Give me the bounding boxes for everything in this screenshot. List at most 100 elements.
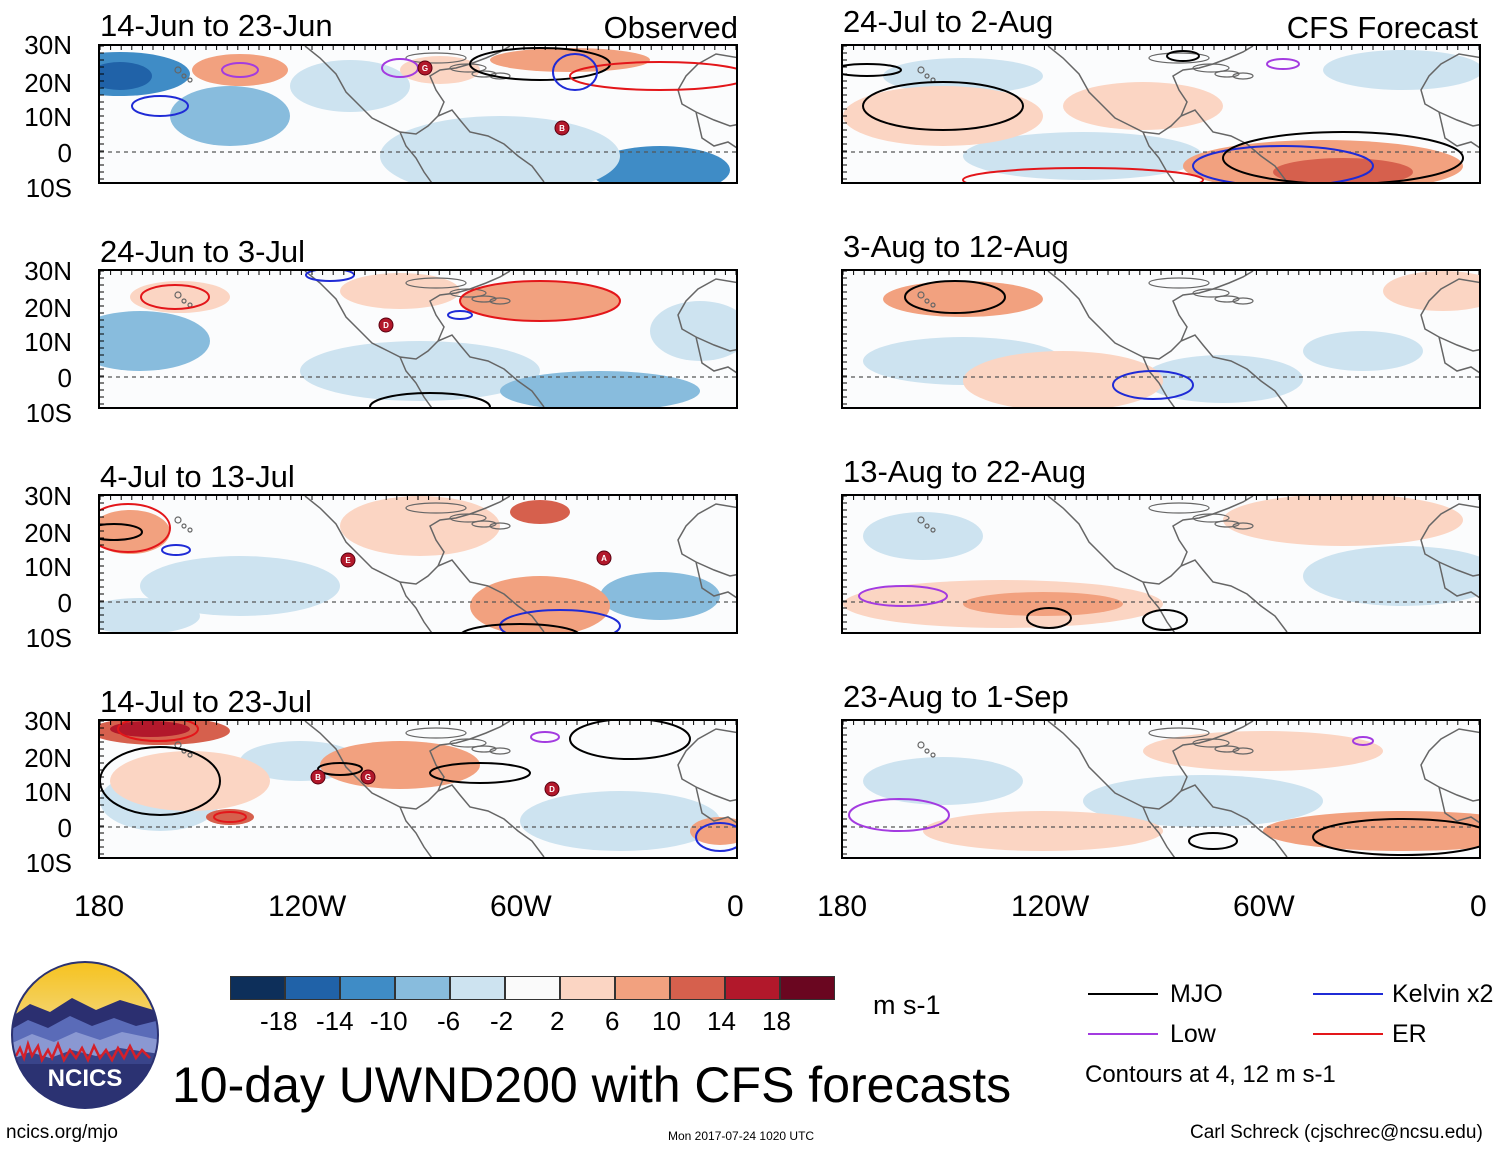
island [930, 752, 936, 758]
observed-label: Observed [603, 10, 738, 45]
colorbar-swatch [615, 976, 670, 1000]
island [917, 741, 925, 749]
island [405, 52, 467, 64]
colorbar-swatch [670, 976, 725, 1000]
lon-label: 120W [268, 890, 347, 923]
island [917, 291, 925, 299]
contour-line [1188, 832, 1238, 850]
lon-label: 60W [1233, 890, 1295, 923]
contour-line [1352, 736, 1374, 746]
colorbar-label: -6 [437, 1006, 461, 1036]
island [924, 523, 930, 529]
lat-label: 10N [24, 777, 72, 807]
island [187, 752, 193, 758]
contour-line [858, 585, 948, 607]
coastline [304, 496, 545, 632]
panel-title-fc-4: 23-Aug to 1-Sep [843, 679, 1069, 714]
island [405, 502, 467, 514]
storm-marker-icon: G [417, 60, 433, 76]
map-field: B G D [100, 721, 736, 857]
lat-label: 30N [24, 706, 72, 736]
lat-label: 0 [57, 363, 72, 393]
panel-title-obs-2: 24-Jun to 3-Jul [100, 234, 306, 269]
contour-line [499, 609, 621, 632]
lat-label: 10N [24, 552, 72, 582]
lon-label: 60W [490, 890, 552, 923]
colorbar-swatch [285, 976, 340, 1000]
contour-line [569, 61, 736, 91]
island [924, 748, 930, 754]
lon-label: 180 [817, 890, 868, 923]
panel-title-obs-1: 14-Jun to 23-Jun [100, 8, 333, 43]
footer-timestamp: Mon 2017-07-24 1020 UTC [668, 1129, 815, 1143]
contour-line [695, 822, 736, 852]
colorbar-swatch [505, 976, 560, 1000]
colorbar-swatch [780, 976, 835, 1000]
legend-line-mjo [1088, 993, 1158, 995]
map-panel-obs-4: B G D [98, 719, 738, 859]
storm-marker-icon: A [596, 550, 612, 566]
panel-title-obs-3: 4-Jul to 13-Jul [100, 459, 295, 494]
coastline-africa [677, 278, 736, 374]
contour-line [862, 81, 1024, 131]
colorbar-label: -10 [370, 1006, 408, 1036]
legend-label-er: ER [1392, 1020, 1427, 1048]
map-field: D [100, 271, 736, 407]
coastline [1047, 721, 1288, 857]
island [1214, 520, 1240, 528]
colorbar-label: -14 [316, 1006, 354, 1036]
contour-line [962, 167, 1204, 182]
map-field: GB [100, 46, 736, 182]
island [1232, 747, 1254, 755]
island [489, 297, 511, 305]
contour-line [552, 53, 598, 91]
coastline [304, 46, 545, 182]
map-panel-fc-2 [841, 269, 1481, 409]
colorbar-swatch [450, 976, 505, 1000]
coastline [1047, 271, 1288, 407]
contour-line [530, 731, 560, 743]
coastline [1047, 496, 1288, 632]
legend-line-kelvin [1313, 993, 1383, 995]
svg-text:D: D [383, 321, 389, 330]
svg-text:A: A [601, 554, 607, 563]
lat-label: 20N [24, 68, 72, 98]
island [449, 288, 487, 298]
colorbar-label: 6 [605, 1006, 620, 1036]
island [489, 747, 511, 755]
panel-title-fc-1: 24-Jul to 2-Aug [843, 4, 1054, 39]
footer-url[interactable]: ncics.org/mjo [6, 1122, 118, 1143]
contour-line [848, 798, 950, 832]
island [174, 66, 182, 74]
island [917, 66, 925, 74]
contour-line [131, 95, 189, 117]
contour-line [100, 746, 221, 816]
map-field [843, 46, 1479, 182]
contour-line [369, 392, 491, 407]
colorbar-swatch [230, 976, 285, 1000]
svg-text:B: B [315, 773, 321, 782]
map-panel-fc-4 [841, 719, 1481, 859]
island [1214, 295, 1240, 303]
contour-line [161, 544, 191, 556]
island [181, 298, 187, 304]
lon-label: 180 [74, 890, 125, 923]
island [924, 298, 930, 304]
island [1232, 297, 1254, 305]
map-field [843, 721, 1479, 857]
contour-line [1192, 145, 1374, 182]
panel-title-obs-4: 14-Jul to 23-Jul [100, 684, 312, 719]
storm-marker-icon: G [360, 769, 376, 785]
island [174, 291, 182, 299]
lat-label: 10S [25, 398, 72, 428]
svg-text:G: G [422, 64, 428, 73]
legend-label-low: Low [1170, 1020, 1216, 1048]
coastline-africa [1420, 503, 1479, 599]
island [449, 738, 487, 748]
contour-line [305, 271, 355, 282]
legend-note: Contours at 4, 12 m s-1 [1085, 1061, 1336, 1088]
panel-title-fc-3: 13-Aug to 22-Aug [843, 454, 1087, 489]
